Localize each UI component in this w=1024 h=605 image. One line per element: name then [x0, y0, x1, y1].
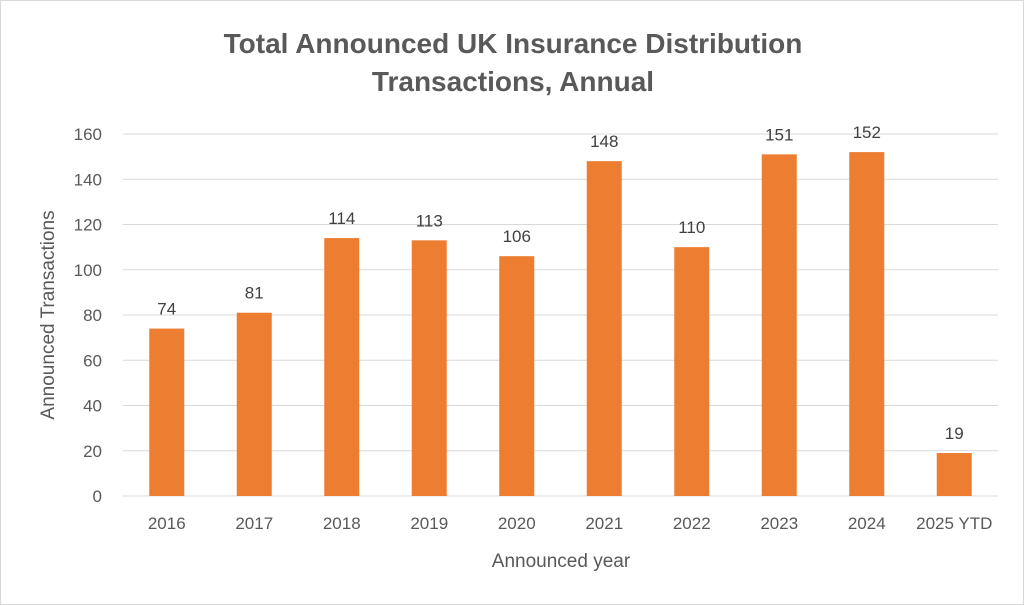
y-tick-label: 40: [83, 397, 102, 416]
data-label: 113: [416, 211, 443, 230]
x-tick-label: 2019: [410, 514, 448, 533]
bar: [586, 161, 622, 496]
y-tick-label: 0: [93, 487, 102, 506]
bar: [674, 247, 710, 496]
x-tick-label: 2022: [673, 514, 711, 533]
data-label: 151: [765, 125, 793, 144]
data-label: 114: [328, 209, 355, 228]
y-tick-label: 160: [74, 125, 102, 144]
y-tick-label: 100: [74, 261, 102, 280]
x-tick-label: 2021: [585, 514, 623, 533]
data-label: 148: [590, 132, 618, 151]
y-tick-label: 140: [74, 170, 102, 189]
bar: [324, 238, 360, 496]
bar: [761, 154, 797, 497]
data-label: 81: [245, 284, 264, 303]
x-tick-label: 2016: [148, 514, 186, 533]
x-tick-label: 2025 YTD: [916, 514, 992, 533]
y-tick-label: 60: [83, 351, 102, 370]
data-label: 110: [678, 218, 705, 237]
chart-title-line-1: Total Announced UK Insurance Distributio…: [224, 28, 803, 59]
x-tick-label: 2018: [323, 514, 361, 533]
bar: [236, 312, 272, 496]
bar: [411, 240, 447, 496]
data-label: 152: [853, 123, 881, 142]
x-tick-label: 2024: [848, 514, 886, 533]
chart-title-line-2: Transactions, Annual: [372, 66, 654, 97]
bar: [149, 328, 185, 496]
x-tick-label: 2023: [760, 514, 798, 533]
bar: [936, 453, 972, 496]
data-label: 19: [945, 424, 964, 443]
data-label: 106: [503, 227, 531, 246]
data-label: 74: [157, 300, 176, 319]
bar: [849, 152, 885, 496]
y-axis-label: Announced Transactions: [38, 210, 59, 419]
y-tick-label: 80: [83, 306, 102, 325]
x-tick-label: 2017: [235, 514, 273, 533]
y-tick-label: 120: [74, 216, 102, 235]
x-tick-label: 2020: [498, 514, 536, 533]
y-tick-label: 20: [83, 442, 102, 461]
x-axis-label: Announced year: [492, 551, 631, 572]
bar: [499, 256, 535, 496]
